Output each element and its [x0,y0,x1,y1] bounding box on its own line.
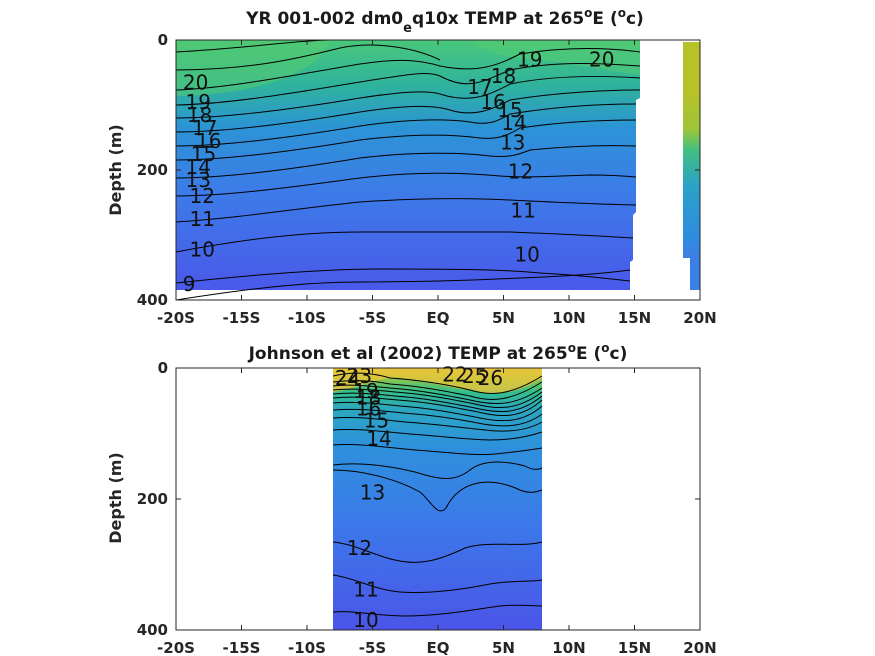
top-y-tick-label: 400 [137,291,168,309]
bottom-contour-label: 15 [364,408,389,432]
top-contour-label: 14 [186,155,211,179]
bottom-contours [332,372,543,617]
bottom-y-axis: 0 200 400 [137,359,700,639]
top-contour-label: 17 [467,75,492,99]
bottom-panel: Johnson et al (2002) TEMP at 265oE (oc) [106,341,717,656]
top-contour-label: 13 [186,168,211,192]
top-contour-label: 9 [183,272,196,296]
top-x-tick-label: 15N [618,309,651,327]
bottom-y-tick-label: 0 [158,359,168,377]
top-contour-label: 19 [186,90,211,114]
top-contour-label: 15 [191,142,216,166]
bottom-chart-title: Johnson et al (2002) TEMP at 265oE (oc) [248,341,628,364]
bottom-contour-label: 10 [353,608,378,632]
bottom-x-tick-label: 20N [683,639,716,656]
bottom-x-tick-label: -15S [223,639,261,656]
bottom-contour-label: 11 [353,577,378,601]
top-x-tick-label: 10N [552,309,585,327]
bottom-contour-label: 26 [478,366,503,390]
bottom-contour-label: 13 [360,480,385,504]
bottom-x-tick-label: 15N [618,639,651,656]
bottom-warm-surface [333,368,542,394]
top-contour-label: 20 [183,70,208,94]
bottom-x-tick-label: EQ [427,639,450,656]
bottom-contour-label: 19 [353,379,378,403]
bottom-x-tick-label: -20S [157,639,195,656]
bottom-contour-label: 16 [356,397,381,421]
bottom-y-axis-label: Depth (m) [106,452,125,544]
bottom-contour-label: 22 [442,363,467,387]
bottom-x-tick-label: -5S [359,639,386,656]
top-panel: YR 001-002 dm0eq10x TEMP at 265oE (oc) [106,6,717,327]
top-strip-deep [690,258,700,290]
bottom-contour-label: 24 [335,366,360,390]
top-contour-label: 16 [480,90,505,114]
top-contour-label: 10 [514,243,539,267]
bottom-contour-label: 14 [366,427,391,451]
top-y-axis-label: Depth (m) [106,124,125,216]
top-temperature-field [176,40,640,290]
top-chart-title: YR 001-002 dm0eq10x TEMP at 265oE (oc) [245,6,644,36]
bottom-field [332,368,543,630]
top-x-tick-label: -5S [359,309,386,327]
top-x-tick-label: -20S [157,309,195,327]
top-x-tick-label: -15S [223,309,261,327]
bottom-x-axis: -20S -15S -10S -5S EQ 5N 10N 15N 20N [157,368,717,656]
top-contour-label: 15 [497,98,522,122]
top-contour-label: 18 [187,103,212,127]
top-contour-label: 19 [517,48,542,72]
top-x-tick-label: 20N [683,309,716,327]
top-x-tick-label: -10S [288,309,326,327]
top-strip-warm [683,42,700,98]
top-x-axis: -20S -15S -10S -5S EQ 5N 10N 15N 20N [157,40,717,327]
top-contour-label: 14 [501,111,526,135]
top-y-tick-label: 200 [137,161,168,179]
bottom-x-tick-label: 10N [552,639,585,656]
top-contour-label: 18 [491,64,516,88]
top-y-axis: 0 200 400 [137,31,700,309]
top-field [176,40,700,300]
top-x-tick-label: 5N [492,309,515,327]
top-contour-label: 10 [189,237,214,261]
top-contour-label: 16 [196,129,221,153]
top-contour-label: 11 [510,198,535,222]
bottom-contour-label: 18 [356,385,381,409]
bottom-x-tick-label: -10S [288,639,326,656]
bottom-y-tick-label: 400 [137,621,168,639]
top-contour-label: 17 [192,116,217,140]
top-y-tick-label: 0 [158,31,168,49]
top-x-tick-label: EQ [427,309,450,327]
top-contour-label: 11 [189,207,214,231]
top-contour-label: 12 [189,184,214,208]
top-strip [683,98,700,258]
bottom-contour-label: 12 [347,536,372,560]
bottom-x-tick-label: 5N [492,639,515,656]
top-contour-label: 13 [500,131,525,155]
top-warm-region-south [176,40,330,96]
bottom-y-tick-label: 200 [137,490,168,508]
top-contour-label: 12 [508,159,533,183]
top-contour-label: 20 [589,48,614,72]
